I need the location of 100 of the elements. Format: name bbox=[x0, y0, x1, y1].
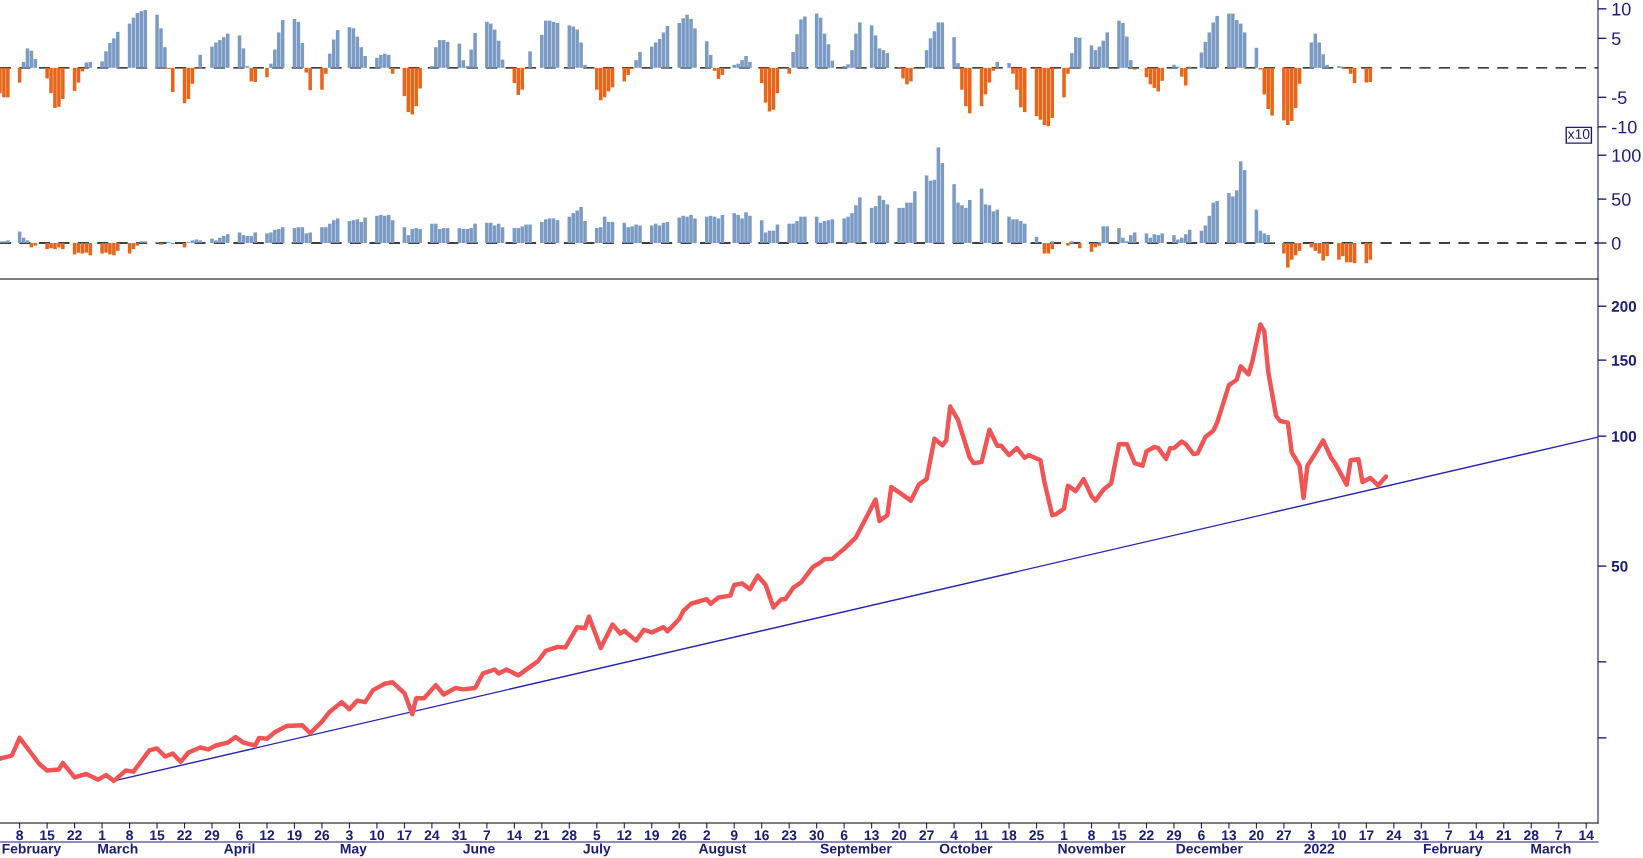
x-tick-label: 20 bbox=[1249, 830, 1264, 841]
x-tick-label: 7 bbox=[483, 830, 491, 841]
bar bbox=[1215, 15, 1219, 68]
x-tick-label: 28 bbox=[562, 830, 577, 841]
bar bbox=[1180, 237, 1184, 244]
x2-tick-label: September bbox=[820, 843, 892, 857]
y-tick-label: 50 bbox=[1611, 193, 1631, 206]
x2-tick-label: November bbox=[1058, 843, 1126, 854]
bar bbox=[858, 197, 862, 244]
bar bbox=[1160, 233, 1164, 244]
bar bbox=[1176, 239, 1180, 244]
bar bbox=[210, 238, 214, 244]
x-tick-label: 2 bbox=[703, 830, 711, 841]
bar bbox=[1156, 67, 1161, 92]
x-tick-label: 12 bbox=[617, 830, 632, 841]
bar bbox=[414, 228, 418, 244]
bar bbox=[744, 56, 748, 68]
bar bbox=[685, 14, 689, 68]
bar bbox=[1062, 67, 1066, 98]
bar bbox=[33, 243, 38, 246]
x-tick-label: 1 bbox=[99, 830, 106, 841]
bar bbox=[960, 205, 964, 244]
bar bbox=[359, 221, 363, 244]
bar bbox=[787, 67, 791, 74]
bar bbox=[842, 218, 846, 244]
bar bbox=[681, 215, 685, 244]
x-tick-label: 19 bbox=[287, 830, 302, 841]
bar bbox=[473, 223, 477, 244]
bar bbox=[1286, 243, 1290, 268]
bar bbox=[320, 67, 324, 90]
bar bbox=[108, 243, 112, 255]
bar bbox=[320, 227, 324, 244]
bar bbox=[265, 67, 269, 78]
x-tick-label: 16 bbox=[754, 830, 769, 841]
bar bbox=[1019, 221, 1023, 244]
bar bbox=[1211, 202, 1215, 244]
bar bbox=[273, 229, 277, 244]
x-tick-label: 22 bbox=[67, 830, 82, 841]
x-tick-label: 27 bbox=[919, 830, 934, 841]
bar bbox=[1270, 67, 1274, 116]
bar bbox=[787, 223, 791, 244]
x-tick-label: 24 bbox=[1386, 830, 1402, 841]
bar bbox=[363, 217, 367, 244]
bar bbox=[383, 53, 387, 68]
bar bbox=[1129, 235, 1133, 244]
bar bbox=[308, 232, 312, 244]
bar bbox=[1117, 20, 1121, 68]
bar bbox=[485, 222, 489, 244]
bar bbox=[681, 18, 685, 68]
bar bbox=[1015, 219, 1019, 244]
bar bbox=[116, 31, 120, 68]
bar bbox=[1282, 67, 1286, 121]
bar bbox=[968, 67, 972, 114]
x2-tick-label: February bbox=[2, 843, 62, 857]
bar bbox=[571, 213, 576, 244]
bar bbox=[383, 215, 387, 244]
bar bbox=[732, 64, 736, 68]
y-tick-label: -5 bbox=[1612, 91, 1627, 105]
bar bbox=[905, 202, 909, 244]
bar bbox=[53, 67, 57, 108]
bar bbox=[269, 232, 273, 244]
x-tick-label: 30 bbox=[809, 830, 824, 841]
x-tick-label: 13 bbox=[864, 830, 879, 841]
x-tick-label: 17 bbox=[397, 830, 412, 841]
x-tick-label: 6 bbox=[1198, 830, 1205, 841]
bar bbox=[489, 222, 493, 244]
x-tick-label: 31 bbox=[451, 830, 467, 841]
bar bbox=[626, 227, 630, 244]
bar bbox=[253, 67, 257, 82]
bar bbox=[952, 37, 956, 68]
bar bbox=[277, 228, 281, 244]
x2-tick-label: June bbox=[463, 843, 495, 854]
x-tick-label: 20 bbox=[891, 830, 907, 841]
x-tick-label: 15 bbox=[40, 830, 55, 841]
bar bbox=[194, 239, 199, 244]
bar bbox=[732, 213, 736, 244]
bar bbox=[116, 243, 120, 251]
bar bbox=[1050, 243, 1055, 250]
bar bbox=[913, 191, 917, 244]
bar bbox=[1262, 233, 1267, 244]
bar bbox=[1231, 13, 1235, 68]
bar bbox=[803, 216, 807, 244]
bar bbox=[379, 214, 383, 244]
x-tick-label: 25 bbox=[1029, 830, 1044, 841]
bar bbox=[575, 210, 579, 244]
x2-tick-label: October bbox=[939, 843, 993, 854]
bar bbox=[331, 220, 336, 244]
bar bbox=[740, 60, 744, 68]
bar bbox=[418, 228, 422, 244]
bar bbox=[49, 243, 53, 249]
bar bbox=[104, 243, 108, 253]
y-tick-label: 10 bbox=[1612, 2, 1631, 16]
bar bbox=[571, 26, 576, 68]
bar bbox=[846, 216, 850, 244]
x-tick-label: 6 bbox=[840, 830, 848, 841]
bar bbox=[1022, 223, 1027, 244]
bar bbox=[791, 223, 795, 244]
bar bbox=[575, 29, 579, 68]
bar bbox=[897, 207, 901, 244]
bar bbox=[748, 215, 752, 244]
